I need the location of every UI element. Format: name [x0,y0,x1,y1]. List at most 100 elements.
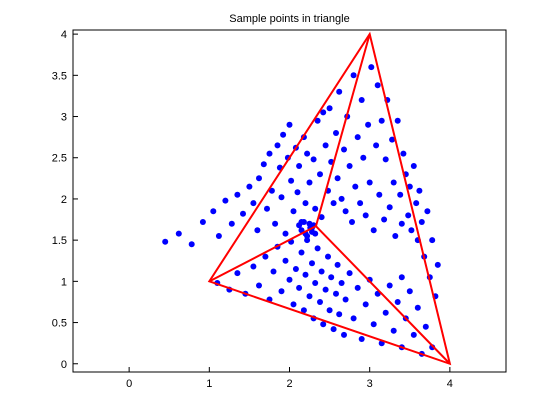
data-point [322,142,329,149]
data-point [266,150,273,157]
triangle-outline [207,31,452,366]
data-point [352,183,359,190]
data-point [175,230,182,237]
data-point [250,200,257,207]
data-point [292,266,299,272]
data-point [306,293,313,300]
data-point [362,301,369,308]
x-tick-label: 3 [367,378,373,390]
data-point [270,268,277,275]
data-point [290,208,297,215]
data-point [394,299,401,305]
data-point [317,299,323,305]
data-point [272,220,279,227]
x-tick-label: 4 [447,378,453,390]
data-point [422,323,429,330]
data-point [365,121,372,128]
data-point [312,230,319,237]
data-point [366,179,373,186]
data-point [268,187,275,194]
data-point [358,97,365,103]
data-point [260,161,267,168]
data-point [318,268,325,275]
triangle-layer [207,31,452,366]
data-point [410,331,417,338]
y-tick-label: 3.5 [52,70,67,82]
data-point [302,271,309,278]
data-point [374,82,381,89]
data-point [334,261,341,268]
data-point [302,200,309,207]
data-point [162,238,169,245]
data-point [390,179,397,186]
data-point [326,307,333,314]
data-point [338,280,345,286]
data-point [306,179,313,186]
data-point [397,191,404,198]
data-point [346,270,353,277]
data-point [314,117,321,124]
data-point [341,331,347,338]
data-point [312,280,319,286]
data-point [288,177,295,184]
data-point [334,175,341,182]
data-point [358,336,365,342]
data-point [228,220,235,227]
x-tick-label: 0 [126,378,132,390]
data-point [390,327,397,334]
data-point [300,219,307,225]
data-point [333,290,339,297]
data-point [336,311,343,318]
data-point [326,105,333,112]
data-point [386,282,393,289]
data-point [256,175,262,182]
data-point [434,261,441,268]
data-point [240,210,246,217]
centroid-segment-2 [315,225,451,365]
data-point [406,183,413,190]
data-point [406,288,413,295]
y-tick-label: 2.5 [52,153,67,165]
data-point [325,253,331,260]
data-point [320,321,327,328]
data-point [234,270,241,277]
data-point [424,208,431,215]
data-point [304,150,311,157]
data-point [309,260,315,267]
data-point [210,208,217,215]
data-point [215,233,222,239]
data-point [354,134,361,141]
data-point [294,189,301,196]
data-point [362,212,369,219]
x-tick-label: 1 [206,378,212,390]
data-point [278,194,285,201]
data-point [360,154,367,161]
y-tick-label: 0 [61,359,67,371]
data-point [199,219,206,225]
data-point [290,301,297,308]
chart-title: Sample points in triangle [229,13,349,25]
data-point [310,156,317,163]
data-point [317,171,323,178]
data-point [414,304,421,311]
data-point [222,197,229,204]
data-point [400,150,407,157]
data-point [296,163,303,169]
data-point [274,142,281,149]
data-point [246,183,253,190]
data-point [304,233,311,239]
y-tick-label: 2 [61,194,67,206]
data-point [282,257,289,264]
data-point [418,219,425,225]
data-point [370,227,377,234]
ticks-layer: 0 1 2 3 4 0 0.5 1 1.5 2 2.5 3 3.5 4 [52,29,453,390]
data-point [286,121,293,128]
data-point [350,315,357,322]
data-point [429,237,436,244]
data-point [346,163,353,169]
data-point [314,245,321,252]
data-point [410,163,417,169]
data-point [286,276,293,283]
data-point [354,284,361,291]
